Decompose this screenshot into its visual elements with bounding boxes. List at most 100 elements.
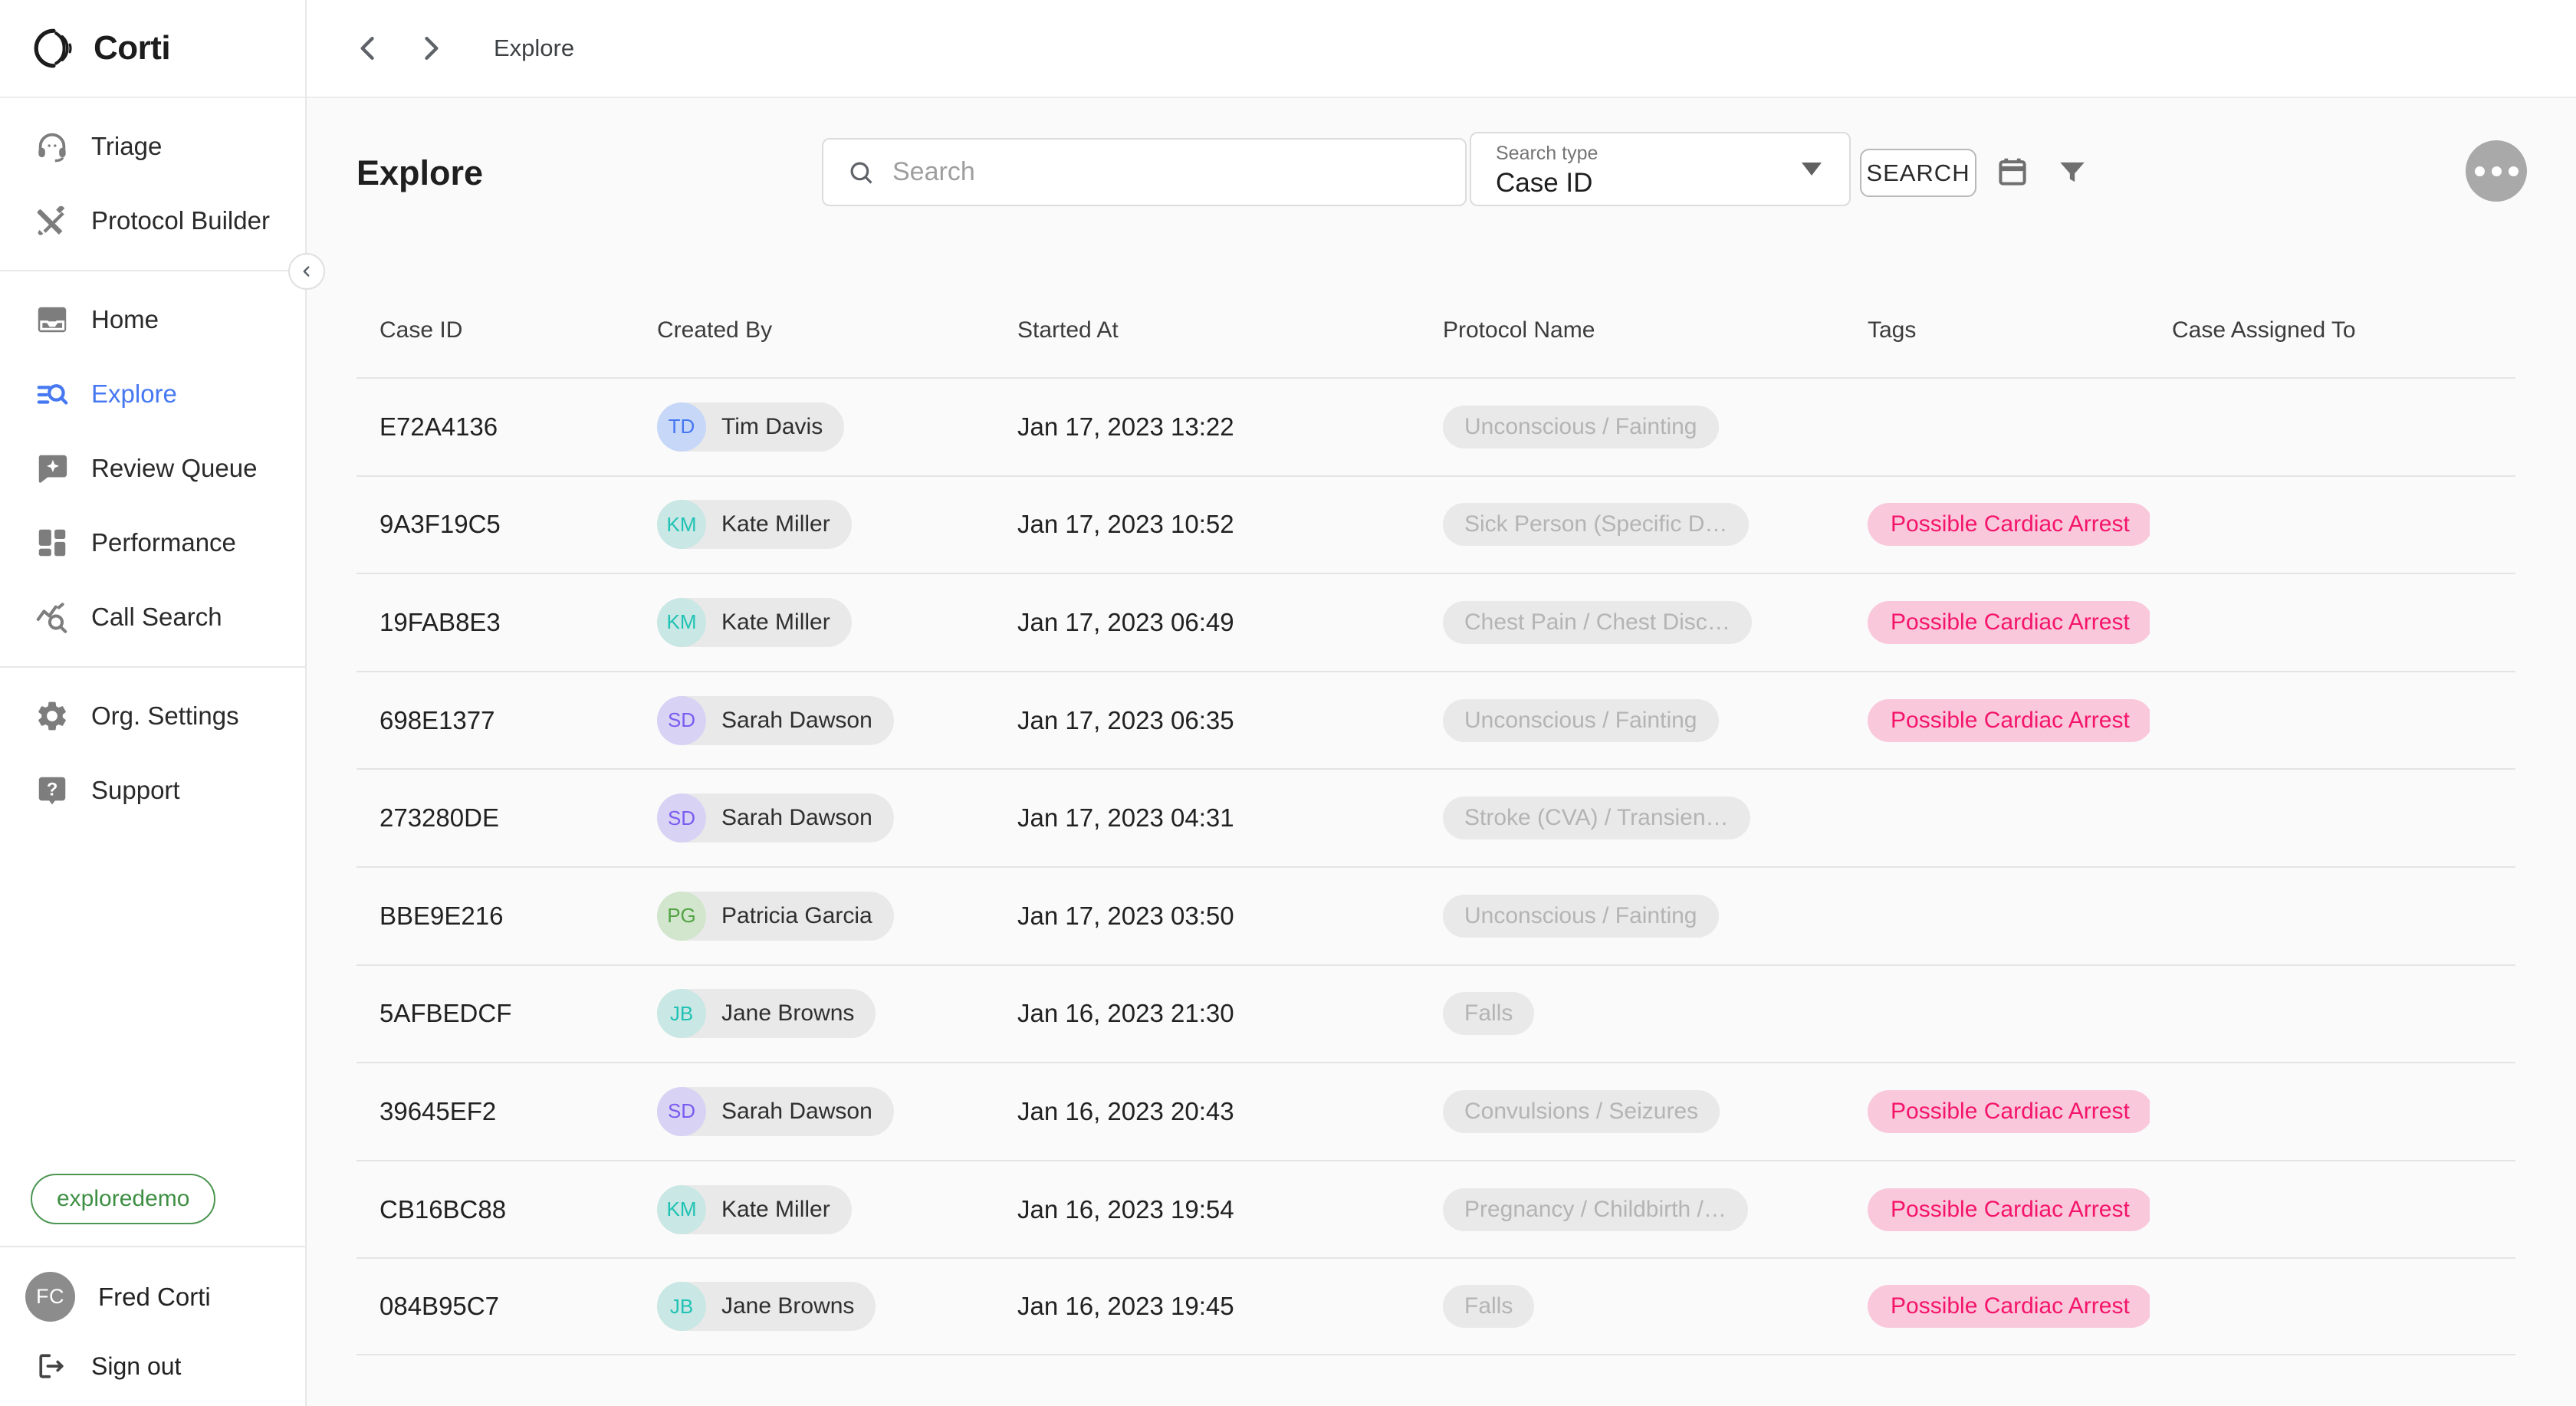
- more-dots-icon: [2474, 166, 2485, 176]
- sidebar-item-performance[interactable]: Performance: [0, 505, 305, 580]
- table-header-row: Case ID Created By Started At Protocol Name…: [356, 299, 2515, 377]
- sidebar: Corti Triage Protocol Builder: [0, 0, 307, 1406]
- table-row[interactable]: CB16BC88 KM Kate Miller Jan 16, 2023 19:…: [356, 1159, 2515, 1258]
- case-id-cell: BBE9E216: [380, 901, 504, 930]
- tag-chip: Possible Cardiac Arrest: [1868, 1188, 2150, 1231]
- sidebar-item-label: Triage: [91, 131, 163, 160]
- table-row[interactable]: E72A4136 TD Tim Davis Jan 17, 2023 13:22…: [356, 377, 2515, 475]
- avatar: JB: [657, 989, 706, 1039]
- case-id-cell: 698E1377: [380, 705, 495, 734]
- sidebar-item-label: Explore: [91, 379, 177, 408]
- user-chip: TD Tim Davis: [657, 402, 845, 452]
- column-header: Tags: [1868, 317, 1917, 343]
- table-row[interactable]: 19FAB8E3 KM Kate Miller Jan 17, 2023 06:…: [356, 573, 2515, 671]
- table-row[interactable]: 698E1377 SD Sarah Dawson Jan 17, 2023 06…: [356, 670, 2515, 769]
- protocol-cell: Sick Person (Specific D…: [1443, 503, 1750, 547]
- table-row[interactable]: 5AFBEDCF JB Jane Browns Jan 16, 2023 21:…: [356, 964, 2515, 1063]
- protocol-cell: Unconscious / Fainting: [1443, 698, 1719, 742]
- sidebar-collapse-button[interactable]: [288, 253, 325, 290]
- case-id-cell: 273280DE: [380, 803, 499, 833]
- avatar: KM: [657, 597, 706, 647]
- user-chip-name: Patricia Garcia: [721, 902, 872, 928]
- avatar: PG: [657, 891, 706, 941]
- user-chip: JB Jane Browns: [657, 1282, 876, 1332]
- sidebar-item-label: Call Search: [91, 602, 222, 631]
- sidebar-item-label: Org. Settings: [91, 701, 239, 730]
- more-dots-icon: [2508, 166, 2518, 176]
- protocol-cell: Pregnancy / Childbirth /…: [1443, 1188, 1748, 1231]
- svg-text:?: ?: [47, 779, 58, 800]
- column-header: Case Assigned To: [2172, 317, 2356, 343]
- protocol-cell: Chest Pain / Chest Disc…: [1443, 600, 1752, 644]
- created-by-cell: JB Jane Browns: [657, 1282, 876, 1332]
- date-range-button[interactable]: [1996, 155, 2029, 189]
- table-row[interactable]: 39645EF2 SD Sarah Dawson Jan 16, 2023 20…: [356, 1062, 2515, 1160]
- created-by-cell: KM Kate Miller: [657, 597, 852, 647]
- search-input[interactable]: [892, 157, 1465, 187]
- back-arrow-icon[interactable]: [351, 31, 385, 65]
- brand-name: Corti: [94, 29, 171, 67]
- search-button[interactable]: SEARCH: [1860, 149, 1976, 197]
- sidebar-item-triage[interactable]: Triage: [0, 109, 305, 183]
- table-row[interactable]: 273280DE SD Sarah Dawson Jan 17, 2023 04…: [356, 768, 2515, 866]
- sidebar-section-top: Triage Protocol Builder: [0, 98, 305, 271]
- user-name: Fred Corti: [98, 1282, 211, 1311]
- created-by-cell: JB Jane Browns: [657, 989, 876, 1039]
- started-at-cell: Jan 17, 2023 06:49: [1017, 607, 1234, 636]
- sidebar-item-org-settings[interactable]: Org. Settings: [0, 678, 305, 753]
- user-chip: SD Sarah Dawson: [657, 793, 894, 843]
- user-chip-name: Kate Miller: [721, 511, 830, 537]
- search-list-icon: [37, 383, 68, 405]
- created-by-cell: TD Tim Davis: [657, 402, 845, 452]
- tag-chip: Possible Cardiac Arrest: [1868, 503, 2150, 547]
- more-options-button[interactable]: [2466, 140, 2527, 202]
- tags-cell: Possible Cardiac Arrest: [1868, 1089, 2150, 1133]
- case-id-cell: 19FAB8E3: [380, 607, 501, 636]
- table-row[interactable]: 084B95C7 JB Jane Browns Jan 16, 2023 19:…: [356, 1257, 2515, 1355]
- chevron-down-icon: [1802, 163, 1822, 176]
- sidebar-item-support[interactable]: ? Support: [0, 753, 305, 827]
- sign-out-icon: [39, 1354, 64, 1378]
- sidebar-item-protocol-builder[interactable]: Protocol Builder: [0, 183, 305, 258]
- started-at-cell: Jan 17, 2023 04:31: [1017, 803, 1234, 833]
- user-chip-name: Sarah Dawson: [721, 805, 872, 831]
- user-chip: KM Kate Miller: [657, 1184, 852, 1234]
- started-at-cell: Jan 16, 2023 21:30: [1017, 999, 1234, 1028]
- breadcrumb: Explore: [494, 34, 575, 61]
- cases-table: Case ID Created By Started At Protocol Name…: [356, 299, 2515, 1355]
- gear-icon: [38, 701, 66, 730]
- forward-arrow-icon[interactable]: [414, 31, 448, 65]
- avatar: FC: [25, 1272, 75, 1322]
- search-type-select[interactable]: Search type Case ID: [1470, 132, 1851, 206]
- calendar-icon: [1999, 158, 2026, 186]
- created-by-cell: KM Kate Miller: [657, 1184, 852, 1234]
- protocol-chip: Pregnancy / Childbirth /…: [1443, 1188, 1748, 1231]
- filter-button[interactable]: [2056, 156, 2088, 189]
- tag-chip: Possible Cardiac Arrest: [1868, 600, 2150, 644]
- sidebar-section-settings: Org. Settings ? Support: [0, 668, 305, 839]
- tags-cell: Possible Cardiac Arrest: [1868, 1188, 2150, 1231]
- sidebar-item-explore[interactable]: Explore: [0, 356, 305, 431]
- protocol-cell: Unconscious / Fainting: [1443, 405, 1719, 448]
- table-row[interactable]: BBE9E216 PG Patricia Garcia Jan 17, 2023…: [356, 866, 2515, 964]
- search-icon: [850, 162, 872, 184]
- sidebar-item-label: Home: [91, 304, 159, 333]
- sidebar-item-home[interactable]: Home: [0, 282, 305, 356]
- avatar: SD: [657, 695, 706, 745]
- inbox-icon: [38, 307, 67, 332]
- user-chip-name: Tim Davis: [721, 413, 823, 439]
- sidebar-item-review-queue[interactable]: Review Queue: [0, 431, 305, 505]
- created-by-cell: SD Sarah Dawson: [657, 695, 894, 745]
- divider: [0, 1246, 305, 1247]
- protocol-chip: Falls: [1443, 1285, 1535, 1329]
- created-by-cell: KM Kate Miller: [657, 500, 852, 550]
- environment-badge: exploredemo: [31, 1174, 216, 1224]
- table-row[interactable]: 9A3F19C5 KM Kate Miller Jan 17, 2023 10:…: [356, 475, 2515, 573]
- sidebar-item-call-search[interactable]: Call Search: [0, 580, 305, 654]
- protocol-chip: Unconscious / Fainting: [1443, 698, 1719, 742]
- user-profile[interactable]: FC Fred Corti: [0, 1247, 305, 1322]
- sign-out-button[interactable]: Sign out: [0, 1322, 305, 1406]
- headset-icon: [38, 133, 66, 163]
- protocol-chip: Unconscious / Fainting: [1443, 894, 1719, 938]
- user-chip-name: Sarah Dawson: [721, 707, 872, 733]
